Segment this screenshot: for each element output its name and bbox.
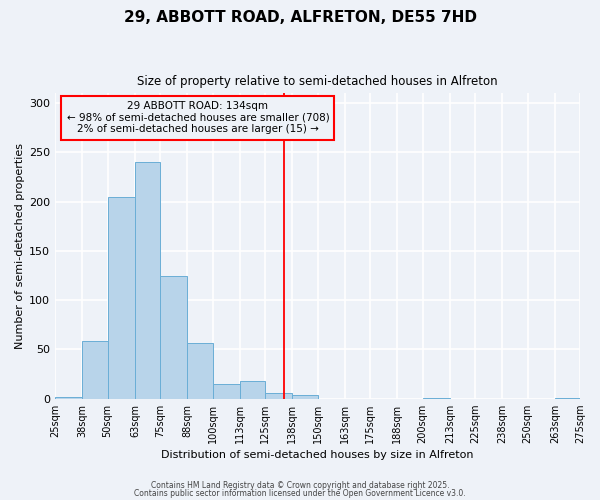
Bar	[55, 396, 82, 398]
Bar	[82, 340, 107, 398]
Text: Contains public sector information licensed under the Open Government Licence v3: Contains public sector information licen…	[134, 489, 466, 498]
Text: Contains HM Land Registry data © Crown copyright and database right 2025.: Contains HM Land Registry data © Crown c…	[151, 480, 449, 490]
Bar	[240, 381, 265, 398]
Bar	[135, 162, 160, 398]
Bar	[265, 393, 292, 398]
Bar	[187, 342, 212, 398]
Text: 29, ABBOTT ROAD, ALFRETON, DE55 7HD: 29, ABBOTT ROAD, ALFRETON, DE55 7HD	[124, 10, 476, 25]
Text: 29 ABBOTT ROAD: 134sqm
← 98% of semi-detached houses are smaller (708)
2% of sem: 29 ABBOTT ROAD: 134sqm ← 98% of semi-det…	[67, 101, 329, 134]
Bar	[212, 384, 240, 398]
Bar	[160, 276, 187, 398]
Bar	[292, 395, 317, 398]
Bar	[107, 197, 135, 398]
Title: Size of property relative to semi-detached houses in Alfreton: Size of property relative to semi-detach…	[137, 75, 498, 88]
X-axis label: Distribution of semi-detached houses by size in Alfreton: Distribution of semi-detached houses by …	[161, 450, 474, 460]
Y-axis label: Number of semi-detached properties: Number of semi-detached properties	[15, 143, 25, 349]
